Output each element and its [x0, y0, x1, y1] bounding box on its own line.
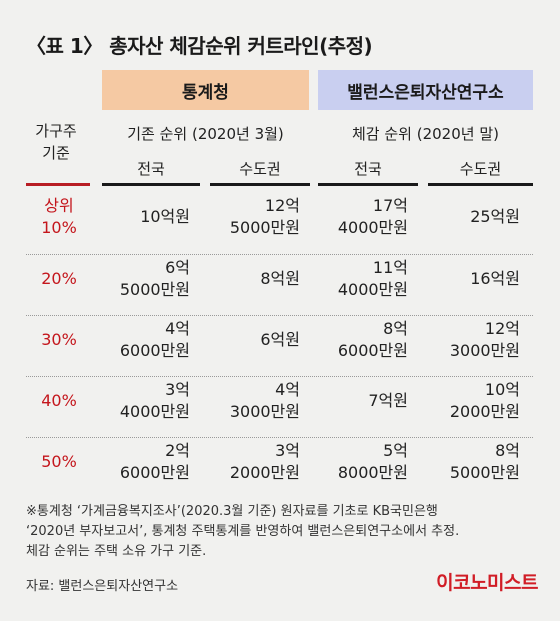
cell-value: 2000만원: [449, 402, 520, 421]
cell-value: 3000만원: [449, 341, 520, 360]
table-cell: 12억 5000만원: [230, 195, 300, 239]
table-cell: 16억원: [470, 268, 520, 290]
cell-value: 8000만원: [337, 463, 408, 482]
cell-value: 11억: [372, 258, 408, 277]
row-separator: [26, 315, 533, 316]
row-separator: [26, 254, 533, 255]
rank-cell: 30%: [22, 329, 96, 351]
column-header-capital-2: 수도권: [459, 159, 502, 178]
column-underline-3: [318, 183, 418, 186]
cell-value: 4억: [165, 319, 190, 338]
cell-value: 4000만원: [119, 402, 190, 421]
row-separator: [26, 437, 533, 438]
rank-label: 상위: [44, 196, 74, 215]
cell-value: 12억: [264, 196, 300, 215]
cell-value: 7억원: [368, 391, 408, 410]
cell-value: 4000만원: [337, 218, 408, 237]
cell-value: 8억: [383, 319, 408, 338]
group-header-balance-institute: 밸런스은퇴자산연구소: [318, 70, 533, 110]
cell-value: 16억원: [470, 269, 520, 288]
table-cell: 4억 6000만원: [120, 318, 190, 362]
cell-value: 5000만원: [119, 280, 190, 299]
table-cell: 2억 6000만원: [120, 440, 190, 484]
row-label-line1: 가구주: [35, 122, 77, 140]
table-cell: 10억 2000만원: [450, 379, 520, 423]
source-credit: 자료: 밸런스은퇴자산연구소: [26, 579, 179, 594]
cell-value: 25억원: [470, 207, 520, 226]
table-cell: 6억 5000만원: [120, 257, 190, 301]
rank-label: 40%: [41, 391, 77, 410]
row-label-header: 가구주 기준: [22, 120, 90, 164]
subheader-existing-rank: 기존 순위 (2020년 3월): [127, 124, 284, 143]
table-cell: 11억 4000만원: [338, 257, 408, 301]
cell-value: 5억: [383, 441, 408, 460]
row-separator: [26, 376, 533, 377]
column-underline-4: [428, 183, 533, 186]
cell-value: 6000만원: [119, 341, 190, 360]
table-cell: 4억 3000만원: [230, 379, 300, 423]
rank-cell: 상위 10%: [22, 195, 96, 239]
cell-value: 6억: [165, 258, 190, 277]
column-underline-2: [210, 183, 310, 186]
column-header-nationwide-1: 전국: [137, 159, 165, 178]
rank-cell: 20%: [22, 268, 96, 290]
cell-value: 10억: [484, 380, 520, 399]
cell-value: 6000만원: [337, 341, 408, 360]
footnote-line: 체감 순위는 주택 소유 가구 기준.: [26, 544, 207, 559]
group-header-statistics-korea: 통계청: [102, 70, 309, 110]
cell-value: 10억원: [140, 207, 190, 226]
table-title: 〈표 1〉 총자산 체감순위 커트라인(추정): [26, 34, 373, 58]
cell-value: 6억원: [260, 330, 300, 349]
subheader-perceived-rank: 체감 순위 (2020년 말): [352, 124, 499, 143]
cell-value: 8억원: [260, 269, 300, 288]
cell-value: 4000만원: [337, 280, 408, 299]
cell-value: 3000만원: [229, 402, 300, 421]
cell-value: 5000만원: [449, 463, 520, 482]
table-cell: 12억 3000만원: [450, 318, 520, 362]
rank-label: 30%: [41, 330, 77, 349]
cell-value: 8억: [495, 441, 520, 460]
table-cell: 3억 2000만원: [230, 440, 300, 484]
cell-value: 3억: [275, 441, 300, 460]
rank-label: 10%: [41, 218, 77, 237]
table-cell: 8억 5000만원: [450, 440, 520, 484]
cell-value: 12억: [484, 319, 520, 338]
publisher-logo: 이코노미스트: [436, 572, 538, 594]
column-underline-1: [102, 183, 200, 186]
rank-label: 20%: [41, 269, 77, 288]
cell-value: 2억: [165, 441, 190, 460]
rank-cell: 50%: [22, 451, 96, 473]
rank-label: 50%: [41, 452, 77, 471]
cell-value: 4억: [275, 380, 300, 399]
table-cell: 17억 4000만원: [338, 195, 408, 239]
row-label-line2: 기준: [42, 144, 70, 162]
rank-cell: 40%: [22, 390, 96, 412]
footnote-line: ‘2020년 부자보고서’, 통계청 주택통계를 반영하여 밸런스은퇴연구소에서…: [26, 524, 460, 539]
cell-value: 3억: [165, 380, 190, 399]
column-header-nationwide-2: 전국: [354, 159, 382, 178]
table-cell: 8억원: [260, 268, 300, 290]
table-cell: 6억원: [260, 329, 300, 351]
table-cell: 25억원: [470, 206, 520, 228]
table-cell: 5억 8000만원: [338, 440, 408, 484]
cell-value: 5000만원: [229, 218, 300, 237]
cell-value: 17억: [372, 196, 408, 215]
cell-value: 2000만원: [229, 463, 300, 482]
footnote: ※통계청 ‘가계금융복지조사’(2020.3월 기준) 원자료를 기초로 KB국…: [26, 502, 546, 562]
rank-column-underline: [26, 183, 90, 186]
table-cell: 10억원: [140, 206, 190, 228]
footnote-line: ※통계청 ‘가계금융복지조사’(2020.3월 기준) 원자료를 기초로 KB국…: [26, 504, 438, 519]
table-cell: 8억 6000만원: [338, 318, 408, 362]
table-cell: 3억 4000만원: [120, 379, 190, 423]
column-header-capital-1: 수도권: [239, 159, 281, 178]
table-cell: 7억원: [368, 390, 408, 412]
cell-value: 6000만원: [119, 463, 190, 482]
